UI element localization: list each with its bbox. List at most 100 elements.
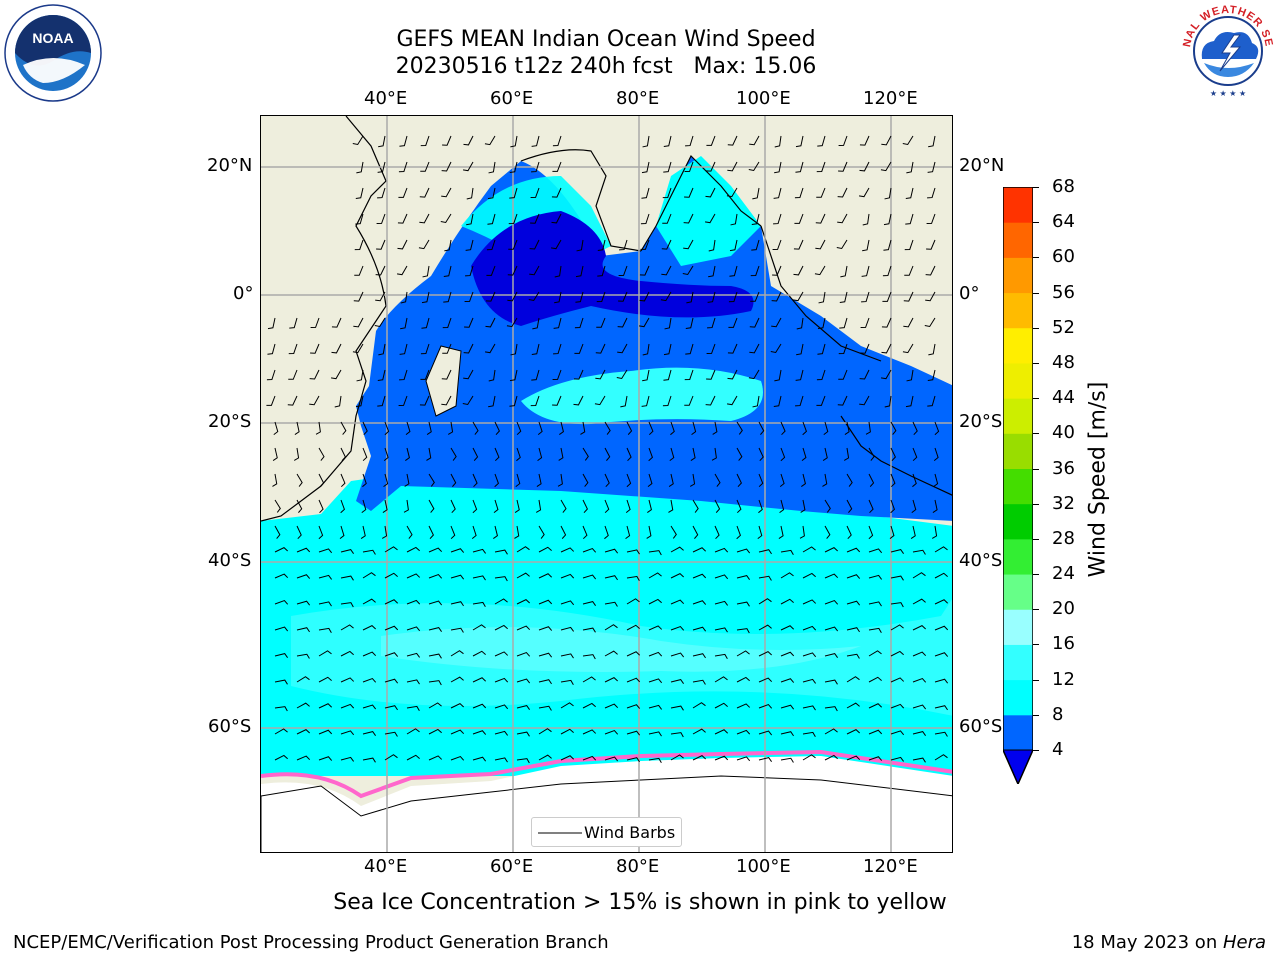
wind-barb (494, 757, 508, 763)
wind-barb (883, 213, 892, 226)
wind-barb (837, 213, 848, 224)
wind-barb (471, 525, 477, 540)
wind-barb (604, 473, 610, 488)
wind-barb (296, 600, 311, 606)
wind-barb (530, 395, 540, 407)
wind-barb (714, 547, 729, 553)
wind-barb (362, 549, 376, 555)
wind-barb (472, 601, 486, 608)
colorbar-swatch (1003, 257, 1033, 294)
wind-barb (824, 626, 839, 632)
wind-barb (510, 343, 518, 356)
wind-barb (736, 729, 751, 735)
wind-barb (398, 161, 408, 173)
wind-barb (318, 703, 333, 709)
wind-barb (273, 421, 279, 436)
madagascar (425, 345, 462, 417)
wind-barb (604, 703, 619, 709)
wind-barb (267, 317, 276, 330)
wind-barb (626, 598, 640, 605)
wind-barb (604, 499, 610, 514)
wind-barb (596, 317, 606, 328)
wind-barb (646, 525, 652, 539)
wind-barb (594, 395, 606, 406)
wind-barb (662, 213, 672, 224)
wind-barb (822, 447, 828, 461)
wind-barb (362, 757, 376, 763)
wind-barb (802, 678, 817, 684)
colorbar-swatch (1003, 644, 1033, 681)
wind-barb (582, 499, 588, 513)
wind-barb (516, 546, 530, 553)
wind-barb (274, 599, 289, 605)
wind-barb (625, 499, 631, 514)
wind-barb (932, 499, 938, 513)
lon-label-top-100e: 100°E (736, 88, 791, 109)
wind-barb (884, 187, 892, 200)
wind-barb (552, 161, 562, 172)
wind-barb (560, 499, 567, 513)
wind-barb (384, 421, 390, 436)
wind-barb (758, 624, 772, 631)
wind-barb (889, 525, 895, 540)
wind-barb (868, 627, 882, 634)
wind-barb (890, 624, 904, 631)
wind-barb (514, 525, 520, 539)
wind-barb (509, 395, 518, 407)
wind-barb (626, 624, 640, 631)
wind-barb (604, 421, 611, 435)
colorbar-tick-mark (1033, 714, 1039, 716)
wind-barb (374, 317, 386, 328)
wind-barb (770, 343, 782, 354)
wind-barb (507, 265, 518, 276)
wind-barb (705, 187, 716, 198)
wind-barb (868, 601, 882, 607)
wind-barb (450, 676, 464, 683)
wind-barb (906, 369, 914, 382)
wind-barb (801, 473, 806, 487)
colorbar-outline (1002, 186, 1034, 786)
wind-barb (818, 291, 826, 304)
wind-barb (934, 572, 948, 579)
wind-barb (576, 239, 584, 252)
antarctica-coastline (261, 775, 952, 852)
wind-barb (800, 499, 806, 513)
band-8-12-bengal (656, 156, 761, 266)
wind-barb (778, 525, 784, 539)
wind-barb (684, 369, 694, 381)
wind-barb (817, 343, 826, 355)
wind-barb (421, 317, 430, 329)
wind-barb (340, 421, 347, 435)
wind-barb (450, 650, 464, 657)
wind-barb (890, 499, 896, 514)
colorbar-tick-label: 12 (1052, 668, 1075, 690)
wind-barb (362, 473, 367, 488)
wind-barb (910, 525, 916, 539)
wind-barb (912, 421, 918, 436)
wind-barb (708, 265, 716, 278)
wind-barb (933, 447, 939, 462)
wind-barb (442, 317, 452, 329)
wind-barb (714, 499, 721, 513)
colorbar-tick-mark (1033, 538, 1039, 540)
wind-barb (494, 704, 509, 710)
wind-barb (868, 729, 883, 735)
wind-barb (442, 135, 452, 146)
wind-barb (331, 317, 342, 328)
wind-barb (882, 291, 892, 302)
wind-barb (642, 369, 650, 382)
wind-barb (318, 676, 332, 683)
wind-barb (648, 550, 662, 556)
wind-barb (399, 135, 408, 147)
wind-barb (648, 651, 663, 657)
wind-barb (774, 369, 782, 382)
lon-label-bottom-40e: 40°E (364, 856, 408, 877)
wind-barb (538, 626, 553, 631)
wind-barb (428, 728, 442, 735)
wind-barb (383, 447, 389, 462)
wind-barb (662, 187, 672, 199)
wind-barb (883, 239, 892, 251)
wind-barb (670, 652, 685, 658)
wind-barb (267, 343, 276, 355)
wind-barb (726, 395, 738, 406)
